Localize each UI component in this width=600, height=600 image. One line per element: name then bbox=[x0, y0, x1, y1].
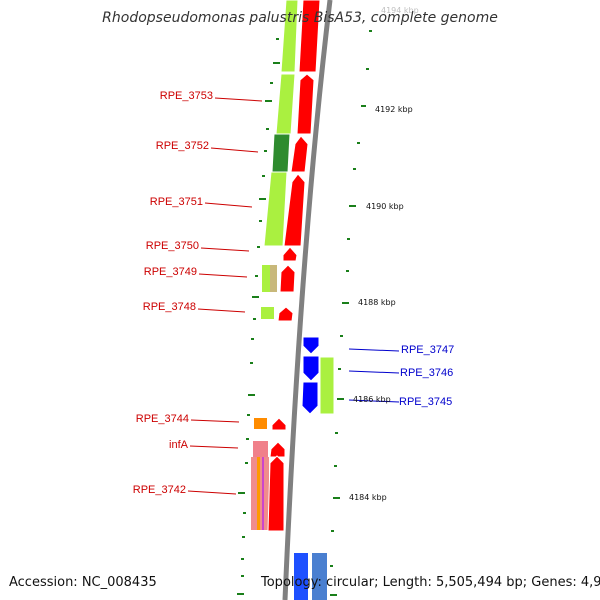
cog-block bbox=[294, 553, 308, 600]
accession-text: Accession: NC_008435 bbox=[9, 575, 157, 590]
gene-label[interactable]: RPE_3753 bbox=[160, 90, 213, 102]
cds-arrow bbox=[277, 306, 294, 322]
gene-label[interactable]: RPE_3750 bbox=[146, 240, 199, 252]
kbp-label: 4188 kbp bbox=[358, 298, 396, 307]
kbp-label: 4190 kbp bbox=[366, 202, 404, 211]
reverse-cds-track bbox=[301, 336, 320, 415]
cog-stripe bbox=[257, 457, 260, 530]
gene-label[interactable]: RPE_3742 bbox=[133, 484, 186, 496]
inner-tick-track bbox=[237, 38, 280, 595]
cds-arrow bbox=[283, 173, 306, 247]
kbp-label: 4186 kbp bbox=[353, 395, 391, 404]
cog-block bbox=[280, 0, 299, 73]
label-leaders bbox=[187, 97, 400, 495]
gene-label[interactable]: RPE_3745 bbox=[399, 396, 452, 408]
cds-arrow bbox=[279, 264, 296, 293]
cds-arrow bbox=[296, 73, 315, 135]
gene-label[interactable]: RPE_3747 bbox=[401, 344, 454, 356]
kbp-label: 4184 kbp bbox=[349, 493, 387, 502]
cog-block bbox=[261, 307, 274, 319]
genome-backbone bbox=[282, 0, 333, 600]
cds-arrow bbox=[298, 0, 321, 73]
cog-block bbox=[253, 441, 268, 457]
kbp-labels: 4194 kbp 4192 kbp 4190 kbp 4188 kbp 4186… bbox=[349, 6, 419, 502]
gene-label[interactable]: RPE_3752 bbox=[156, 140, 209, 152]
gene-labels: RPE_3753 RPE_3752 RPE_3751 RPE_3750 RPE_… bbox=[133, 90, 454, 496]
gene-label[interactable]: RPE_3744 bbox=[136, 413, 189, 425]
cog-stripe bbox=[262, 457, 264, 530]
cog-block bbox=[275, 73, 296, 135]
kbp-label: 4192 kbp bbox=[375, 105, 413, 114]
kbp-label: 4194 kbp bbox=[381, 6, 419, 15]
cds-arrow bbox=[271, 417, 287, 431]
cog-block bbox=[262, 265, 270, 292]
gene-label[interactable]: RPE_3751 bbox=[150, 196, 203, 208]
cds-arrow bbox=[301, 381, 319, 415]
cds-arrow bbox=[269, 441, 286, 458]
gene-label[interactable]: RPE_3748 bbox=[143, 301, 196, 313]
cds-arrow bbox=[302, 355, 320, 382]
cds-arrow bbox=[267, 455, 285, 532]
outer-tick-track bbox=[330, 30, 372, 596]
cds-arrow bbox=[290, 135, 309, 173]
map-title: Rhodopseudomonas palustris BisA53, compl… bbox=[102, 10, 498, 26]
cog-track bbox=[251, 0, 335, 600]
cog-block bbox=[319, 356, 335, 415]
cog-block bbox=[312, 553, 327, 600]
cds-arrow bbox=[282, 246, 298, 262]
cog-block bbox=[270, 265, 277, 292]
gene-label[interactable]: infA bbox=[169, 439, 189, 451]
topology-text: Topology: circular; Length: 5,505,494 bp… bbox=[261, 575, 600, 590]
forward-cds-track bbox=[267, 0, 321, 532]
cog-block bbox=[263, 171, 288, 247]
cog-block bbox=[254, 418, 267, 429]
gene-label[interactable]: RPE_3746 bbox=[400, 367, 453, 379]
cds-arrow bbox=[302, 336, 320, 355]
gene-label[interactable]: RPE_3749 bbox=[144, 266, 197, 278]
cog-block bbox=[271, 133, 291, 173]
